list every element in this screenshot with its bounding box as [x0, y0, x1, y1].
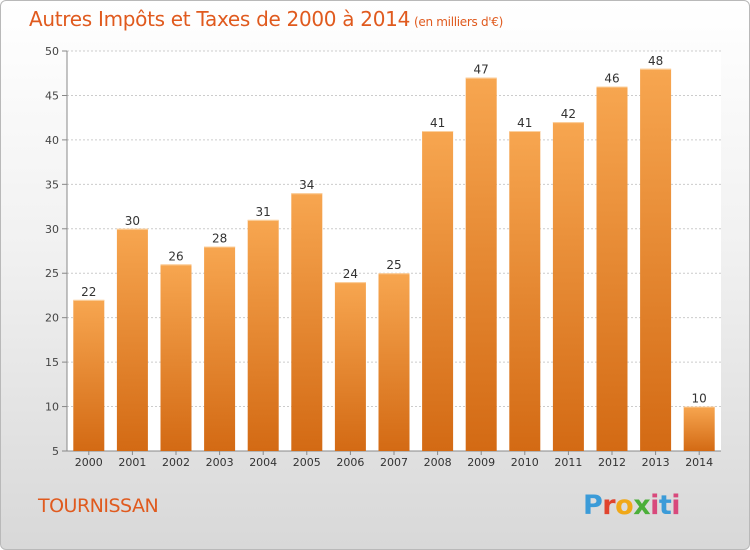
- bar-value-label: 34: [299, 178, 314, 192]
- y-tick-label: 40: [45, 134, 59, 147]
- x-tick-label: 2014: [685, 456, 713, 469]
- bar-value-label: 26: [168, 249, 183, 263]
- bar: [247, 219, 279, 451]
- y-tick-label: 45: [45, 89, 59, 102]
- x-tick-label: 2010: [511, 456, 539, 469]
- x-tick-label: 2005: [293, 456, 321, 469]
- x-tick-label: 2002: [162, 456, 190, 469]
- bar-value-label: 42: [561, 107, 576, 121]
- y-tick-label: 5: [52, 445, 59, 458]
- bar: [640, 68, 672, 452]
- x-tick-label: 2004: [249, 456, 277, 469]
- bar: [116, 228, 148, 451]
- bar: [204, 246, 236, 451]
- bar: [422, 131, 454, 451]
- bar-value-label: 25: [386, 258, 401, 272]
- y-tick-label: 30: [45, 223, 59, 236]
- x-tick-label: 2011: [554, 456, 582, 469]
- bar: [552, 122, 584, 451]
- y-tick-label: 25: [45, 267, 59, 280]
- x-tick-label: 2003: [206, 456, 234, 469]
- y-tick-label: 15: [45, 356, 59, 369]
- x-tick-label: 2008: [424, 456, 452, 469]
- x-tick-label: 2007: [380, 456, 408, 469]
- x-tick-label: 2001: [118, 456, 146, 469]
- bar-value-label: 46: [604, 72, 619, 86]
- bar-value-label: 10: [692, 392, 707, 406]
- bar-value-label: 41: [430, 116, 445, 130]
- x-tick-label: 2013: [642, 456, 670, 469]
- bar: [596, 86, 628, 452]
- x-tick-label: 2012: [598, 456, 626, 469]
- bar: [378, 273, 410, 451]
- bar-value-label: 24: [343, 267, 358, 281]
- y-tick-label: 35: [45, 178, 59, 191]
- bar: [160, 264, 192, 451]
- bar: [465, 77, 497, 452]
- x-tick-label: 2000: [75, 456, 103, 469]
- y-tick-label: 10: [45, 401, 59, 414]
- chart-title: Autres Impôts et Taxes de 2000 à 2014 (en…: [29, 7, 503, 31]
- bar: [334, 282, 366, 451]
- bar-value-label: 22: [81, 285, 96, 299]
- bar: [683, 406, 715, 451]
- bar: [73, 299, 105, 451]
- y-tick-label: 20: [45, 312, 59, 325]
- bar-value-label: 47: [474, 63, 489, 77]
- x-tick-label: 2009: [467, 456, 495, 469]
- bar: [509, 131, 541, 451]
- chart-unit: (en milliers d'€): [414, 15, 504, 29]
- bar-value-label: 48: [648, 54, 663, 68]
- x-tick-label: 2006: [336, 456, 364, 469]
- chart-title-text: Autres Impôts et Taxes de 2000 à 2014: [29, 7, 410, 31]
- commune-name: TOURNISSAN: [38, 495, 159, 517]
- y-tick-label: 50: [45, 45, 59, 58]
- bar-value-label: 41: [517, 116, 532, 130]
- bar-value-label: 31: [256, 205, 271, 219]
- bar-value-label: 28: [212, 232, 227, 246]
- bar-value-label: 30: [125, 214, 140, 228]
- bar: [291, 193, 323, 451]
- proxiti-logo: Proxiti: [583, 490, 681, 521]
